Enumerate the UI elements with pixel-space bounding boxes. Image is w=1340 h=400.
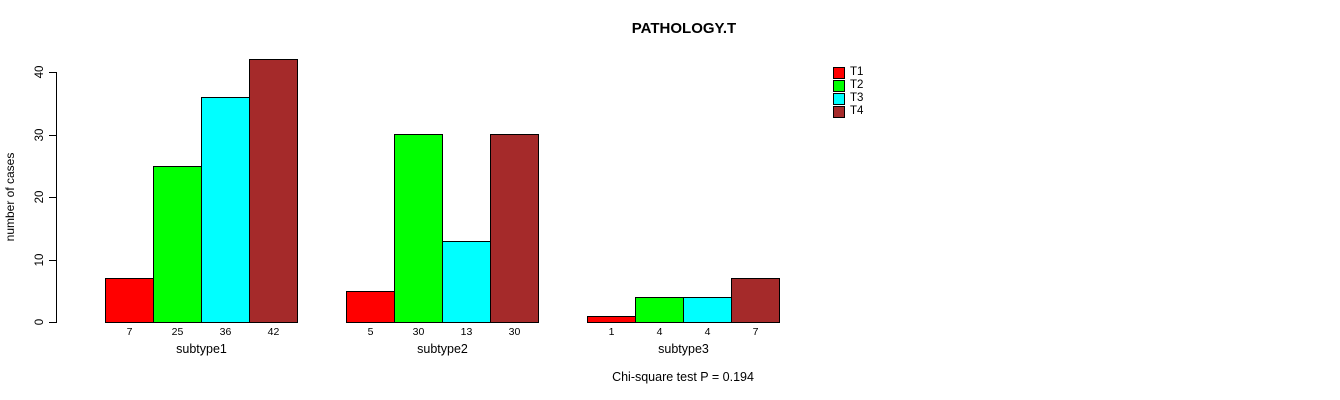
- bar-value-label: 13: [460, 326, 473, 338]
- y-axis-tick: [49, 197, 56, 198]
- bar-value-label: 42: [267, 326, 280, 338]
- bar-T3-subtype1: [201, 97, 250, 323]
- legend-row: T2: [833, 79, 863, 92]
- bar-value-label: 4: [656, 326, 663, 338]
- legend-row: T4: [833, 105, 863, 118]
- y-axis-tick-label: 30: [34, 128, 46, 141]
- legend-swatch-T4: [833, 105, 845, 118]
- y-axis-tick-label: 40: [34, 65, 46, 79]
- y-axis-tick-label: 10: [34, 253, 46, 266]
- bar-T4-subtype1: [249, 59, 298, 323]
- legend-label: T4: [850, 105, 864, 117]
- legend-row: T3: [833, 92, 863, 105]
- bar-value-label: 30: [508, 326, 521, 338]
- y-axis-line: [56, 72, 57, 323]
- bar-value-label: 7: [126, 326, 133, 338]
- legend-swatch-T3: [833, 92, 845, 105]
- bar-T3-subtype3: [683, 297, 732, 323]
- x-axis-group-label: subtype3: [658, 342, 709, 356]
- bar-T3-subtype2: [442, 241, 491, 323]
- y-axis-tick: [49, 134, 56, 136]
- legend-label: T2: [850, 79, 864, 91]
- bar-value-label: 25: [171, 326, 184, 338]
- y-axis-tick: [49, 72, 56, 73]
- bar-T2-subtype2: [394, 134, 443, 323]
- bar-T2-subtype1: [153, 166, 202, 323]
- bar-value-label: 5: [367, 326, 374, 338]
- bar-value-label: 4: [704, 326, 711, 338]
- y-axis-tick: [49, 322, 56, 323]
- chart-title: PATHOLOGY.T: [631, 20, 737, 37]
- bar-T4-subtype3: [731, 278, 780, 323]
- chi-square-annotation: Chi-square test P = 0.194: [612, 370, 754, 384]
- legend-label: T1: [850, 66, 864, 78]
- legend-row: T1: [833, 66, 863, 79]
- bar-T1-subtype2: [346, 291, 395, 323]
- bar-value-label: 30: [412, 326, 425, 338]
- x-axis-group-label: subtype2: [417, 342, 468, 356]
- bar-value-label: 7: [752, 326, 759, 338]
- bar-T1-subtype3: [587, 316, 636, 323]
- bar-T1-subtype1: [105, 278, 154, 323]
- legend-swatch-T2: [833, 79, 845, 92]
- legend-label: T3: [850, 92, 864, 104]
- x-axis-group-label: subtype1: [176, 342, 227, 356]
- bar-value-label: 1: [608, 326, 615, 338]
- y-axis-tick-label: 20: [34, 190, 46, 204]
- bar-T2-subtype3: [635, 297, 684, 323]
- y-axis-tick-label: 0: [34, 318, 46, 326]
- y-axis-title: number of cases: [3, 152, 17, 242]
- bar-value-label: 36: [219, 326, 232, 338]
- legend: T1 T2 T3 T4: [833, 66, 863, 118]
- legend-swatch-T1: [833, 66, 845, 79]
- y-axis-tick: [49, 259, 56, 261]
- bar-T4-subtype2: [490, 134, 539, 323]
